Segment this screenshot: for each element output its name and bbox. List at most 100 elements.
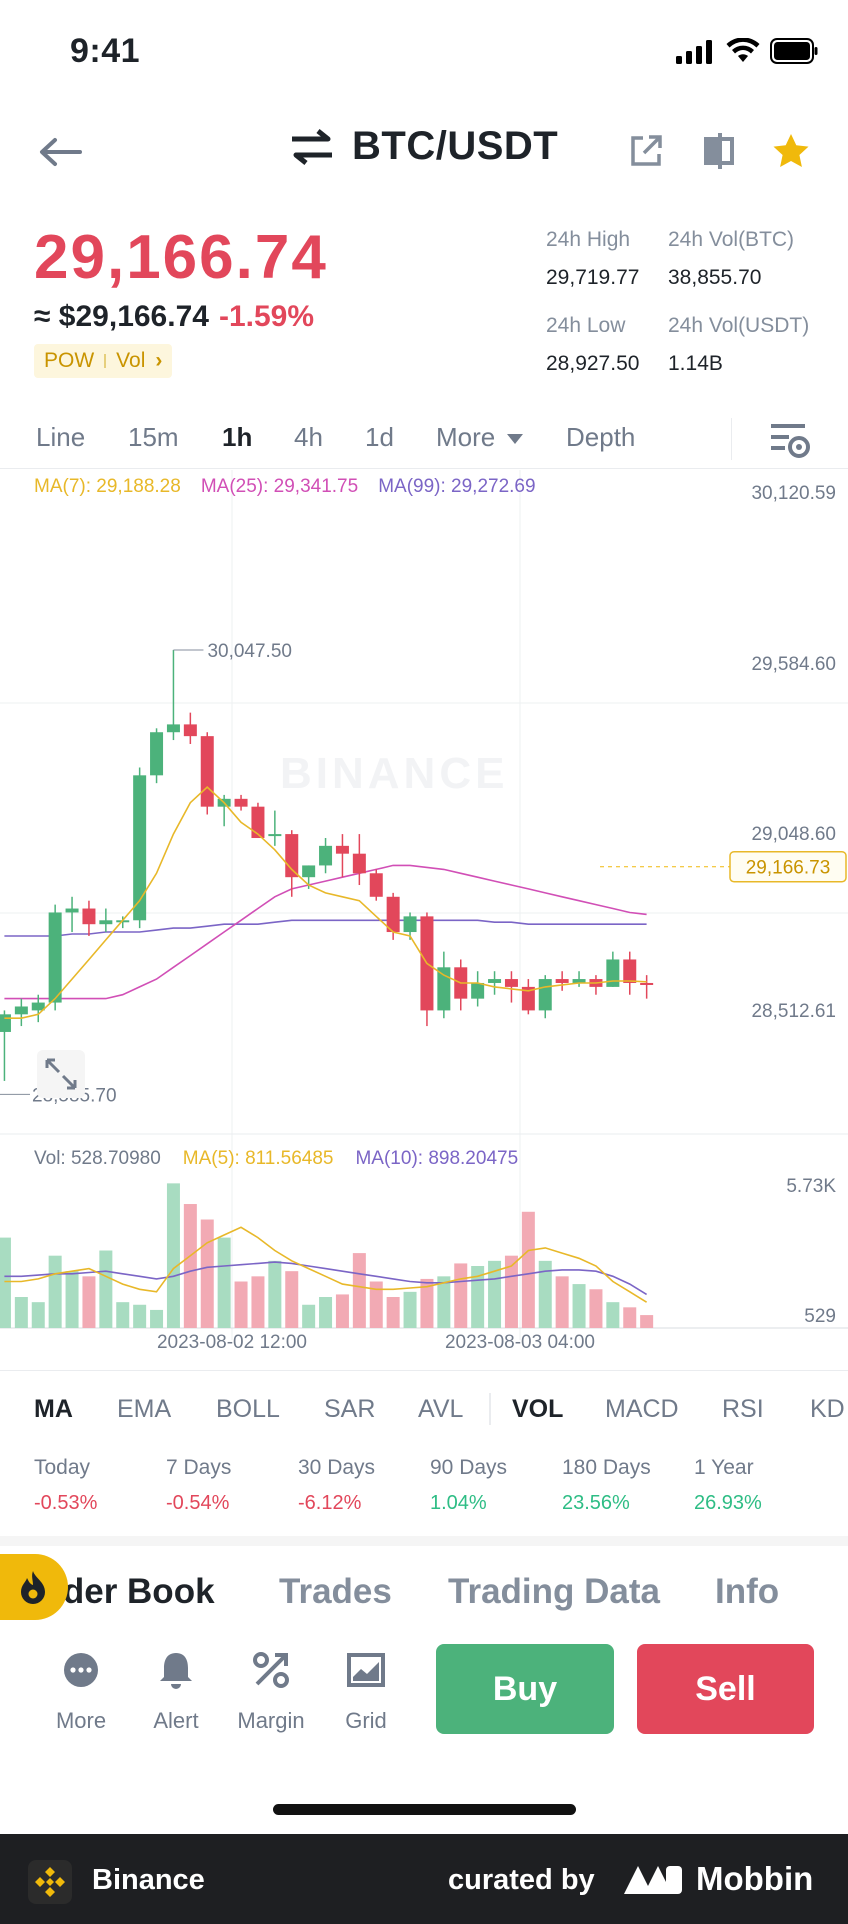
candle-body [166,724,180,733]
performance-value: -0.54% [166,1492,230,1514]
volume-bar [183,1204,197,1328]
binance-watermark: BINANCE [280,749,508,798]
buy-button[interactable]: Buy [436,1644,614,1734]
chart-settings-icon[interactable] [768,418,812,462]
more-action[interactable]: More [41,1650,121,1734]
volume-bar [0,1237,11,1328]
price-axis-label: 29,584.60 [751,654,836,675]
percent-icon [253,1652,289,1688]
star-icon [773,134,809,167]
volume-ma10-line [4,1261,648,1296]
tag-vol: Vol [116,349,146,372]
price-axis-label: 29,048.60 [751,824,836,845]
pair-selector[interactable]: BTC/USDT [290,124,558,169]
performance-label: 90 Days [430,1456,508,1479]
stat-high: 24h High 29,719.77 [546,228,639,290]
share-button[interactable] [623,128,669,174]
indicator-tabs: MA EMA BOLL SAR AVL VOL MACD RSI KD [0,1370,848,1440]
status-icons [676,38,818,64]
candle-body [369,873,383,897]
tab-ind-kd[interactable]: KD [810,1395,845,1423]
tab-depth[interactable]: Depth [566,422,636,452]
high-marker-label: 30,047.50 [207,641,292,662]
margin-action[interactable]: Margin [231,1650,311,1734]
volume-bar [200,1219,214,1328]
tab-ind-boll[interactable]: BOLL [216,1395,280,1423]
volume-bar [31,1302,45,1328]
volume-bar [251,1276,265,1328]
ma25-line [4,864,647,1000]
favorite-button[interactable] [768,128,814,174]
volume-bar [555,1276,569,1328]
candle-body [14,1006,28,1015]
volume-bar [420,1278,434,1328]
tab-ind-ema[interactable]: EMA [117,1395,172,1423]
timeframe-tabs: Line 15m 1h 4h 1d More Depth [0,412,848,466]
alert-action[interactable]: Alert [136,1650,216,1734]
indicator-separator [489,1393,491,1425]
stat-volusdt: 24h Vol(USDT) 1.14B [668,314,809,376]
alert-label: Alert [153,1708,199,1733]
performance-item: 1 Year 26.93% [694,1456,762,1515]
grid-chart-icon [347,1653,385,1687]
tab-ind-vol[interactable]: VOL [512,1395,564,1423]
tab-ind-ma[interactable]: MA [34,1395,73,1423]
candle-body [555,979,569,983]
binance-logo-icon [28,1860,72,1904]
mobbin-brand: Mobbin [622,1860,813,1898]
candle-body [268,834,282,837]
tab-15m[interactable]: 15m [128,422,179,452]
candle-body [572,979,586,983]
swap-icon [292,128,332,165]
price-usd-row: ≈ $29,166.74 -1.59% [34,300,314,334]
more-label: More [55,1708,107,1733]
price-axis-label: 28,512.61 [751,1001,836,1022]
layout-button[interactable] [696,128,742,174]
performance-value: -0.53% [34,1492,98,1514]
tab-ind-macd[interactable]: MACD [605,1395,679,1423]
tab-info[interactable]: Info [715,1572,780,1611]
share-icon [631,135,662,166]
candle-body [623,959,637,983]
time-axis-label: 2023-08-02 12:00 [157,1332,307,1350]
tab-more[interactable]: More [436,422,524,453]
performance-label: 180 Days [562,1456,651,1479]
stat-high-value: 29,719.77 [546,266,640,289]
volume-bar [369,1281,383,1328]
tab-line[interactable]: Line [36,422,86,452]
performance-value: 23.56% [562,1492,630,1514]
tag-row[interactable]: POW Vol › [34,344,173,378]
grid-action[interactable]: Grid [326,1650,406,1734]
volume-bar [116,1302,130,1328]
hot-button[interactable] [0,1554,68,1620]
tabs-divider [0,468,848,469]
candlestick-chart[interactable]: BINANCE 30,120.59 29,584.60 29,048.60 28,512… [0,470,848,1350]
volume-bar [454,1263,468,1328]
back-button[interactable] [34,126,86,178]
volume-bar [521,1211,535,1328]
volume-bar [285,1271,299,1328]
tab-ind-avl[interactable]: AVL [418,1395,464,1423]
tab-1d[interactable]: 1d [365,422,394,452]
sell-button[interactable]: Sell [637,1644,814,1734]
tab-4h[interactable]: 4h [294,422,323,452]
section-divider [0,1536,848,1546]
volume-bar [640,1315,654,1328]
status-time: 9:41 [70,32,141,70]
tab-1h[interactable]: 1h [222,422,253,452]
tab-ind-rsi[interactable]: RSI [722,1395,764,1423]
margin-label: Margin [237,1708,305,1733]
volume-bar [48,1255,62,1328]
tab-ind-sar[interactable]: SAR [324,1395,376,1423]
expand-icon [45,1058,77,1090]
volume-axis-label: 529 [804,1306,836,1327]
stat-low-value: 28,927.50 [546,352,640,375]
candle-body [133,775,147,921]
tab-trading-data[interactable]: Trading Data [448,1572,660,1611]
candle-body [319,845,333,866]
tag-pow: POW [44,349,95,372]
volume-bar [268,1260,282,1328]
ma7-legend: MA(7): 29,188.28 [34,476,181,497]
tab-trades[interactable]: Trades [279,1572,392,1611]
vol-ma5-legend: MA(5): 811.56485 [182,1148,334,1169]
